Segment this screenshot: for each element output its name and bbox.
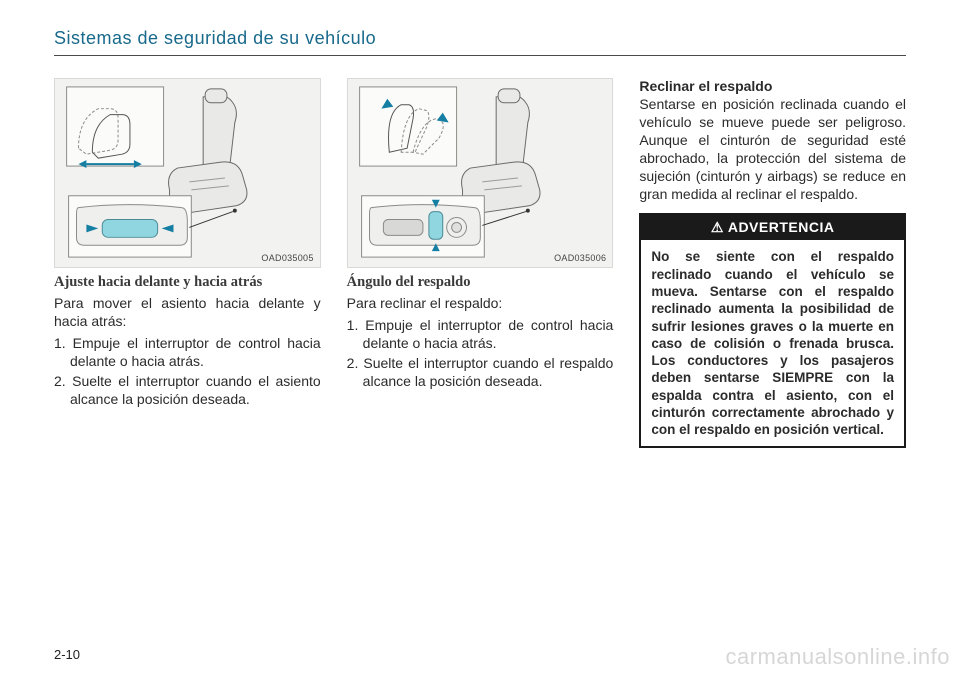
watermark: carmanualsonline.info: [725, 644, 950, 670]
seat-recline-illustration: [348, 79, 613, 267]
col2-heading: Ángulo del respaldo: [347, 274, 614, 291]
manual-page: Sistemas de seguridad de su vehículo: [0, 0, 960, 676]
col1-step-1: 1. Empuje el interruptor de control haci…: [54, 335, 321, 371]
figure-seat-recline: OAD035006: [347, 78, 614, 268]
figure-id-label: OAD035006: [554, 253, 606, 263]
seat-slide-illustration: [55, 79, 320, 267]
col1-intro: Para mover el asiento hacia delante y ha…: [54, 295, 321, 331]
column-3: Reclinar el respaldo Sentarse en posició…: [639, 78, 906, 448]
column-1: OAD035005 Ajuste hacia delante y hacia a…: [54, 78, 321, 448]
warning-header: ⚠ ADVERTENCIA: [641, 215, 904, 240]
figure-id-label: OAD035005: [261, 253, 313, 263]
col3-paragraph: Sentarse en posición reclinada cuando el…: [639, 96, 906, 203]
section-title: Sistemas de seguridad de su vehículo: [54, 28, 906, 56]
page-number: 2-10: [54, 647, 80, 662]
col1-step-2: 2. Suelte el interruptor cuando el asien…: [54, 373, 321, 409]
warning-title: ADVERTENCIA: [728, 219, 835, 235]
col1-heading: Ajuste hacia delante y hacia atrás: [54, 274, 321, 291]
col3-heading: Reclinar el respaldo: [639, 78, 906, 94]
col2-intro: Para reclinar el respaldo:: [347, 295, 614, 313]
col2-step-2: 2. Suelte el interruptor cuando el respa…: [347, 355, 614, 391]
content-columns: OAD035005 Ajuste hacia delante y hacia a…: [54, 78, 906, 448]
col2-step-1: 1. Empuje el interruptor de control haci…: [347, 317, 614, 353]
warning-icon: ⚠: [711, 219, 724, 235]
column-2: OAD035006 Ángulo del respaldo Para recli…: [347, 78, 614, 448]
warning-body: No se siente con el respaldo reclinado c…: [641, 240, 904, 446]
figure-seat-slide: OAD035005: [54, 78, 321, 268]
warning-box: ⚠ ADVERTENCIA No se siente con el respal…: [639, 213, 906, 448]
